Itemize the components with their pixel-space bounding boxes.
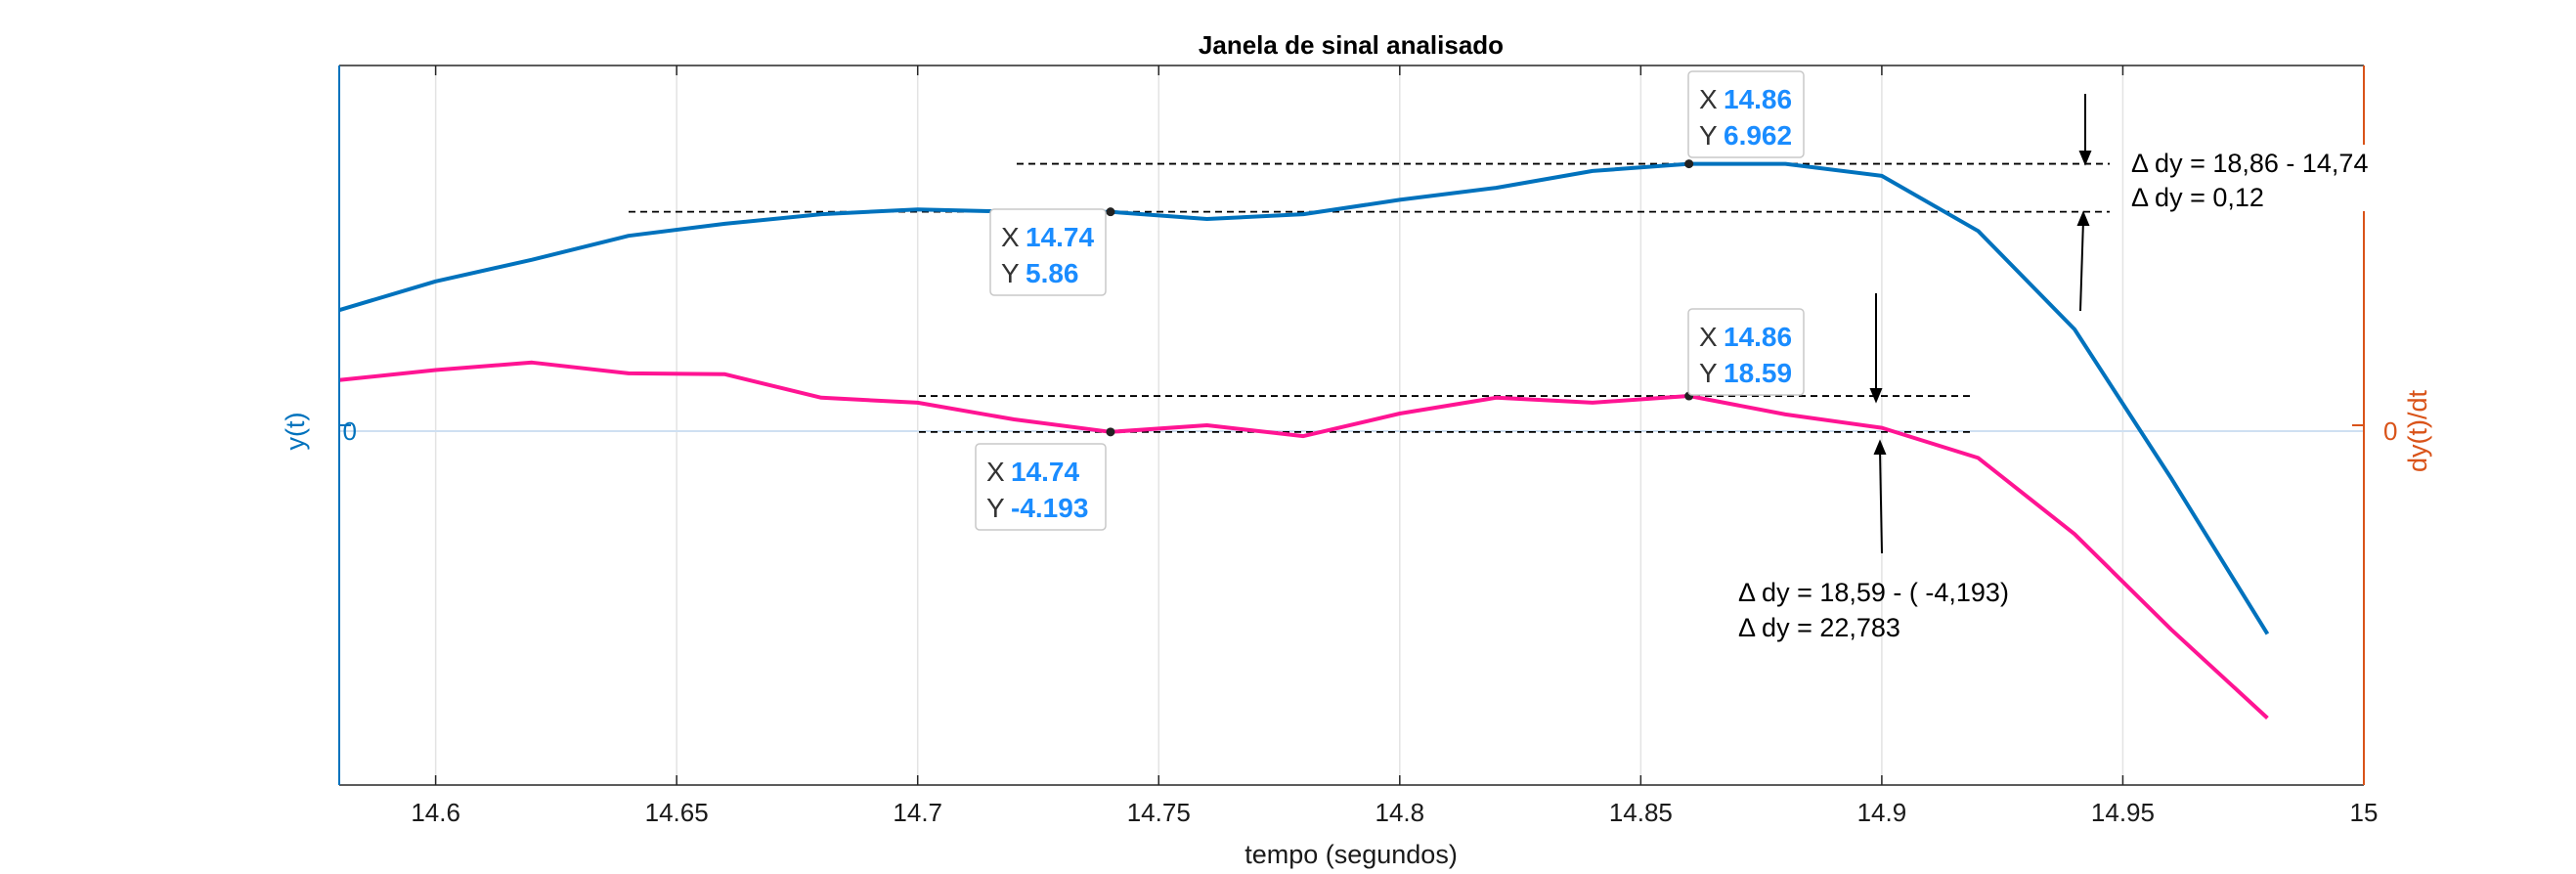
svg-text:X: X: [1699, 84, 1718, 114]
y-axis-label-right: dy(t)/dt: [2403, 389, 2432, 472]
svg-text:6.962: 6.962: [1724, 120, 1792, 151]
svg-text:5.86: 5.86: [1026, 258, 1079, 288]
annotation-bottom-line2: Δ dy = 22,783: [1738, 613, 1900, 642]
x-tick-label-7: 14.95: [2091, 798, 2155, 827]
series-line-0: [338, 161, 2270, 635]
x-tick-label-0: 14.6: [411, 798, 460, 827]
datatip-blue-14-74[interactable]: X 14.74 Y 5.86: [989, 208, 1107, 296]
series-lines: [338, 161, 2270, 720]
annotation-bottom-line1: Δ dy = 18,59 - ( -4,193): [1738, 578, 2009, 607]
annotation-top-bg: [2126, 145, 2459, 211]
x-tick-label-6: 14.9: [1857, 798, 1907, 827]
annotation-top-line1: Δ dy = 18,86 - 14,74: [2131, 149, 2368, 178]
svg-text:14.74: 14.74: [1011, 457, 1079, 487]
x-tick-label-8: 15: [2350, 798, 2379, 827]
arrow-bottom-down-head: [1869, 388, 1883, 404]
arrow-bottom-up-head: [1873, 439, 1887, 455]
datatip-pink-14-86[interactable]: X 14.86 Y 18.59: [1687, 308, 1805, 396]
datatip-marker-1: [1106, 207, 1115, 217]
y-tick-left-0: 0: [343, 416, 357, 446]
svg-text:14.86: 14.86: [1724, 322, 1792, 352]
datatip-pink-14-74[interactable]: X 14.74 Y -4.193: [975, 443, 1107, 531]
svg-text:X: X: [1001, 222, 1020, 252]
svg-text:14.74: 14.74: [1026, 222, 1094, 252]
annotation-arrows: [1869, 94, 2092, 554]
x-tick-label-2: 14.7: [893, 798, 942, 827]
svg-text:-4.193: -4.193: [1011, 493, 1088, 523]
svg-text:X: X: [986, 457, 1005, 487]
axes-frame: [338, 65, 2365, 786]
svg-text:Y: Y: [1001, 258, 1020, 288]
x-tick-labels: 14.6 14.65 14.7 14.75 14.8 14.85 14.9 14.95 15: [411, 798, 2378, 827]
x-tick-label-3: 14.75: [1127, 798, 1191, 827]
grid-lines: [434, 66, 2124, 785]
arrow-top-up-head: [2076, 210, 2090, 226]
svg-text:14.86: 14.86: [1724, 84, 1792, 114]
datatip-markers: [1106, 159, 1694, 437]
arrow-top-up: [2079, 219, 2084, 312]
datatip-marker-3: [1106, 427, 1115, 437]
arrow-bottom-up: [1879, 449, 1883, 554]
svg-text:Y: Y: [986, 493, 1005, 523]
y-axis-label-left: y(t): [281, 413, 310, 451]
x-tick-label-1: 14.65: [645, 798, 709, 827]
y-tick-right-0: 0: [2383, 416, 2397, 446]
x-tick-label-5: 14.85: [1609, 798, 1673, 827]
svg-text:Y: Y: [1699, 358, 1718, 388]
svg-text:Y: Y: [1699, 120, 1718, 151]
x-tick-label-4: 14.8: [1375, 798, 1425, 827]
annotation-top-line2: Δ dy = 0,12: [2131, 183, 2264, 212]
arrow-top-down-head: [2078, 151, 2092, 166]
chart-title: Janela de sinal analisado: [1199, 30, 1504, 60]
svg-text:18.59: 18.59: [1724, 358, 1792, 388]
svg-text:X: X: [1699, 322, 1718, 352]
x-axis-label: tempo (segundos): [1244, 840, 1458, 869]
datatip-blue-14-86[interactable]: X 14.86 Y 6.962: [1687, 70, 1805, 158]
datatip-marker-0: [1684, 159, 1694, 169]
series-line-1: [338, 360, 2269, 720]
